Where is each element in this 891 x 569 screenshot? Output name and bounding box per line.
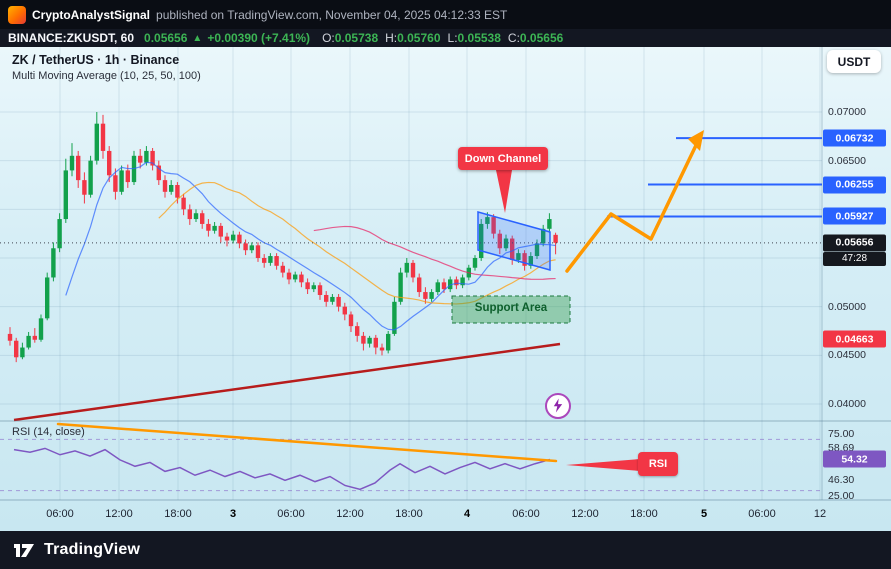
support-area-zone[interactable] bbox=[451, 295, 571, 324]
rsi-callout-tail bbox=[566, 459, 640, 471]
footer-brand-bar: TradingView bbox=[0, 531, 891, 569]
rsi-legend[interactable]: RSI (14, close) bbox=[12, 426, 85, 438]
ohlc-value: 0.05656 bbox=[519, 31, 564, 45]
author-name[interactable]: CryptoAnalystSignal bbox=[32, 7, 151, 22]
moving-average-lines bbox=[65, 161, 556, 331]
price-change: +0.00390 (+7.41%) bbox=[207, 31, 311, 45]
change-up-arrow-icon: ▲ bbox=[192, 32, 203, 44]
rsi-callout-label[interactable]: RSI bbox=[638, 452, 678, 476]
ohlc-values: O: 0.05738 H: 0.05760 L: 0.05538 C: 0.05656 bbox=[315, 31, 563, 45]
ohlc-label: C: bbox=[507, 31, 520, 45]
author-avatar[interactable] bbox=[8, 5, 26, 24]
tradingview-logo-icon[interactable] bbox=[12, 538, 36, 562]
ohlc-label: L: bbox=[447, 31, 458, 45]
chart-drawings[interactable] bbox=[13, 130, 704, 471]
chart-area[interactable]: ZK / TetherUS · 1h · Binance Multi Movin… bbox=[0, 47, 891, 531]
ohlc-label: H: bbox=[385, 31, 398, 45]
symbol-status-bar: BINANCE:ZKUSDT, 60 0.05656 ▲ +0.00390 (+… bbox=[0, 29, 891, 47]
currency-toggle-button[interactable]: USDT bbox=[827, 50, 881, 73]
grid-lines bbox=[0, 47, 822, 500]
tradingview-wordmark[interactable]: TradingView bbox=[44, 541, 141, 558]
lightning-bolt-icon bbox=[553, 398, 563, 413]
attribution-bar: CryptoAnalystSignal published on Trading… bbox=[0, 0, 891, 29]
projection-zigzag-arrow[interactable] bbox=[565, 135, 702, 273]
rsi-trendline[interactable] bbox=[56, 422, 558, 463]
down-channel-zone[interactable] bbox=[477, 211, 551, 271]
ohlc-value: 0.05538 bbox=[457, 31, 501, 45]
pane-separators bbox=[0, 47, 891, 501]
chart-legend-title[interactable]: ZK / TetherUS · 1h · Binance bbox=[12, 53, 180, 67]
ohlc-value: 0.05760 bbox=[397, 31, 441, 45]
support-area-label: Support Area bbox=[474, 302, 548, 314]
rising-trendline[interactable] bbox=[13, 342, 561, 422]
ohlc-label: O: bbox=[322, 31, 335, 45]
rsi-plot bbox=[0, 438, 822, 492]
symbol-name[interactable]: BINANCE:ZKUSDT, 60 bbox=[8, 31, 135, 45]
ohlc-value: 0.05738 bbox=[334, 31, 379, 45]
down-channel-callout-tail bbox=[496, 170, 512, 213]
indicator-legend[interactable]: Multi Moving Average (10, 25, 50, 100) bbox=[12, 70, 201, 82]
down-channel-label[interactable]: Down Channel bbox=[458, 147, 548, 170]
last-price: 0.05656 bbox=[144, 31, 188, 45]
attribution-text: published on TradingView.com, November 0… bbox=[156, 7, 508, 22]
candlesticks bbox=[7, 112, 558, 363]
projection-arrowhead bbox=[688, 130, 704, 151]
